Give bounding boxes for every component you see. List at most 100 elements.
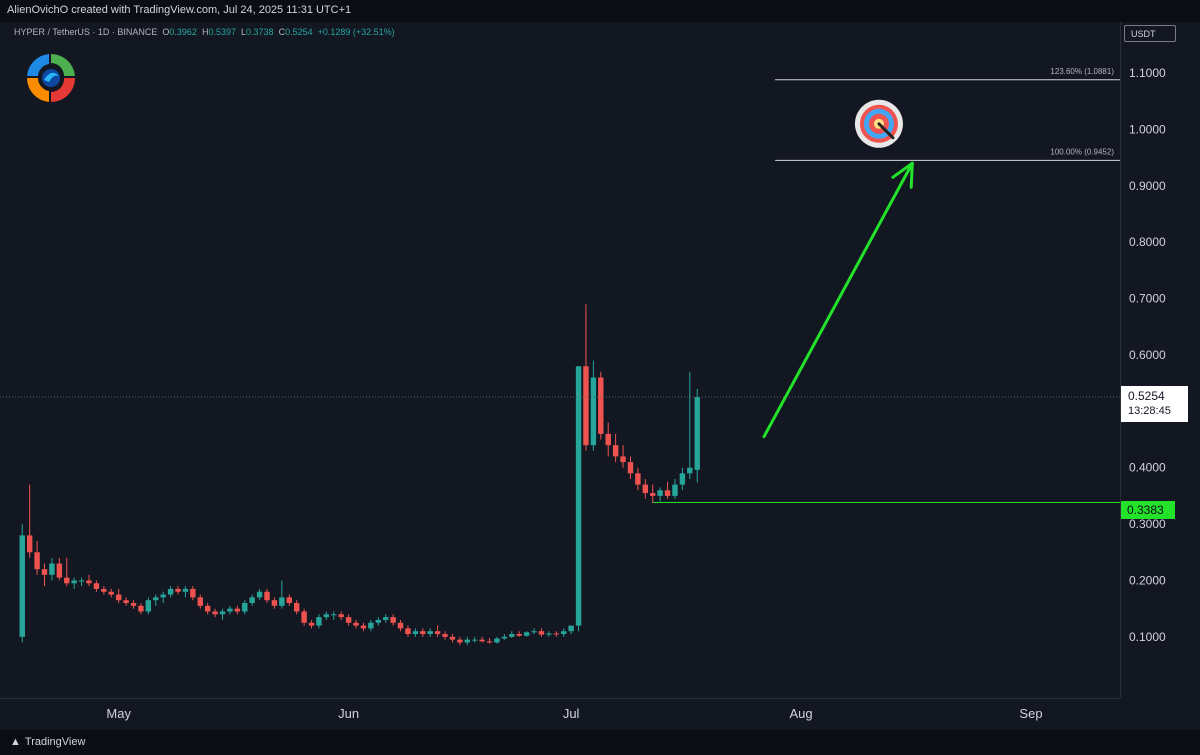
candle[interactable]	[375, 617, 381, 626]
candle[interactable]	[427, 628, 433, 637]
candle[interactable]	[301, 608, 307, 626]
candle[interactable]	[286, 594, 292, 606]
candle[interactable]	[279, 580, 285, 609]
candle[interactable]	[694, 388, 700, 483]
candle[interactable]	[442, 631, 448, 640]
candle[interactable]	[34, 541, 40, 575]
candle[interactable]	[26, 484, 33, 558]
candle[interactable]	[234, 605, 241, 615]
candle[interactable]	[331, 611, 337, 620]
candle[interactable]	[486, 637, 493, 644]
candle[interactable]	[575, 366, 582, 632]
projection-arrow[interactable]	[762, 161, 914, 439]
candle[interactable]	[657, 487, 663, 502]
candle[interactable]	[464, 636, 470, 646]
candle[interactable]	[56, 557, 63, 581]
candle[interactable]	[590, 360, 597, 451]
candle[interactable]	[212, 608, 218, 618]
candle[interactable]	[345, 614, 352, 626]
candle[interactable]	[382, 614, 389, 623]
candle[interactable]	[160, 591, 166, 604]
candle[interactable]	[293, 600, 300, 615]
candle[interactable]	[457, 636, 463, 646]
candle[interactable]	[568, 625, 574, 635]
candle[interactable]	[538, 628, 545, 637]
time-axis[interactable]: May Jun Jul Aug Sep	[0, 698, 1120, 731]
candle[interactable]	[664, 481, 671, 499]
candle[interactable]	[204, 603, 211, 615]
candle[interactable]	[49, 557, 55, 581]
candle[interactable]	[397, 619, 404, 632]
currency-selector[interactable]: USDT	[1124, 25, 1176, 42]
candle[interactable]	[434, 625, 441, 637]
candle[interactable]	[190, 586, 196, 601]
candle[interactable]	[115, 588, 122, 604]
candle[interactable]	[242, 600, 248, 615]
candle[interactable]	[679, 467, 686, 491]
candle[interactable]	[516, 631, 522, 637]
candle[interactable]	[360, 622, 367, 632]
candle[interactable]	[471, 636, 478, 643]
candle[interactable]	[323, 611, 330, 620]
candle[interactable]	[338, 611, 344, 620]
candle[interactable]	[271, 597, 278, 609]
tradingview-brand[interactable]: ▲ TradingView	[10, 736, 85, 748]
candle[interactable]	[130, 600, 137, 609]
candle[interactable]	[494, 636, 500, 644]
candle[interactable]	[41, 563, 48, 587]
candle[interactable]	[316, 614, 322, 629]
candle[interactable]	[479, 636, 485, 643]
candle[interactable]	[531, 628, 537, 635]
candle[interactable]	[620, 445, 626, 468]
candle[interactable]	[627, 456, 634, 479]
candle[interactable]	[123, 597, 129, 606]
candle[interactable]	[264, 588, 270, 604]
candle[interactable]	[197, 594, 203, 609]
candle[interactable]	[642, 478, 649, 499]
candle[interactable]	[449, 634, 456, 643]
candle[interactable]	[145, 597, 152, 615]
candle[interactable]	[182, 586, 189, 598]
candle[interactable]	[368, 619, 374, 632]
candle[interactable]	[227, 605, 233, 615]
candle[interactable]	[353, 619, 359, 629]
candle[interactable]	[553, 631, 559, 637]
candle[interactable]	[501, 634, 508, 640]
candle[interactable]	[93, 580, 100, 592]
candle[interactable]	[420, 628, 426, 637]
candle[interactable]	[256, 588, 263, 601]
candle[interactable]	[390, 614, 396, 626]
candle[interactable]	[153, 594, 159, 606]
candle[interactable]	[219, 608, 226, 620]
price-chart[interactable]: 123.60% (1.0881) 100.00% (0.9452)	[0, 0, 1120, 698]
candle[interactable]	[583, 304, 589, 451]
candle[interactable]	[546, 631, 552, 637]
candle[interactable]	[64, 557, 70, 587]
candle[interactable]	[412, 628, 419, 637]
candle[interactable]	[86, 574, 92, 587]
candle[interactable]	[650, 484, 656, 503]
candle[interactable]	[101, 586, 107, 595]
candle[interactable]	[167, 586, 174, 598]
candle[interactable]	[598, 371, 604, 440]
candle[interactable]	[523, 631, 530, 637]
candle[interactable]	[687, 371, 693, 479]
bullseye-icon[interactable]	[854, 99, 903, 148]
candle[interactable]	[308, 619, 315, 629]
candle[interactable]	[605, 422, 611, 457]
symbol-name: HYPER / TetherUS · 1D · BINANCE	[14, 27, 158, 37]
candle[interactable]	[509, 631, 515, 638]
candle[interactable]	[78, 577, 85, 587]
candle[interactable]	[672, 478, 678, 499]
candle[interactable]	[19, 524, 25, 643]
candle[interactable]	[108, 588, 114, 598]
candle[interactable]	[71, 577, 77, 589]
candle[interactable]	[635, 467, 641, 491]
price-axis[interactable]: 1.10001.00000.90000.80000.70000.60000.50…	[1120, 22, 1200, 698]
candle[interactable]	[405, 625, 411, 637]
candle[interactable]	[249, 594, 255, 606]
candle[interactable]	[612, 433, 619, 463]
candle[interactable]	[175, 586, 181, 595]
candle[interactable]	[561, 628, 567, 637]
candle[interactable]	[138, 603, 144, 615]
